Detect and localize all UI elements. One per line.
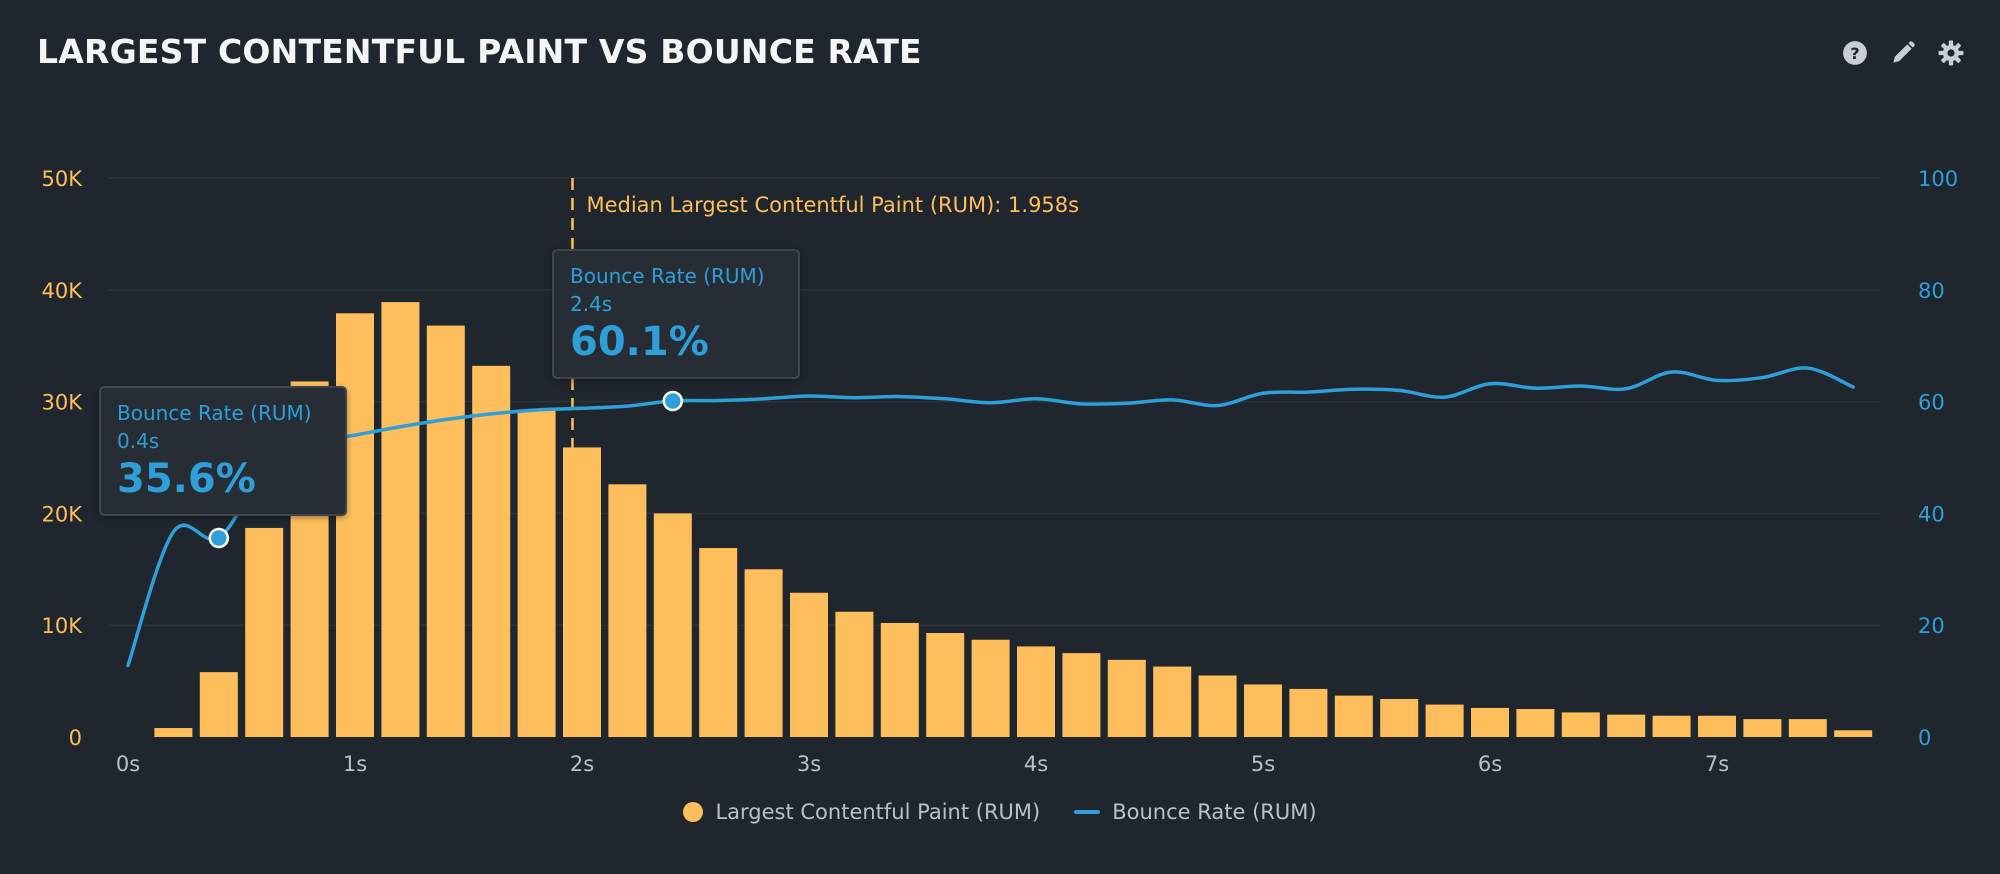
- axes: 0 0 10K 20 20K 40 30K 60 40K 80 50K 100 0s 1s 2s 3s 4s 5s…: [42, 167, 1959, 776]
- bar: [1834, 730, 1873, 737]
- y-right-tick-label: 100: [1918, 167, 1958, 191]
- tooltip-value: 35.6%: [117, 456, 256, 502]
- edit-icon[interactable]: [1890, 40, 1916, 66]
- svg-text:?: ?: [1850, 44, 1859, 63]
- bar: [926, 633, 965, 737]
- bar: [1516, 709, 1555, 737]
- bar: [1289, 688, 1328, 737]
- bar: [1380, 698, 1419, 737]
- bar: [1244, 684, 1282, 737]
- bar: [653, 513, 692, 737]
- legend-item-lcp[interactable]: Largest Contentful Paint (RUM): [683, 800, 1040, 824]
- x-tick-label: 7s: [1705, 752, 1729, 776]
- y-left-tick-label: 0: [69, 726, 82, 750]
- median-annotation: Median Largest Contentful Paint (RUM): 1…: [571, 178, 1079, 737]
- tooltip-bounce-0-4s: Bounce Rate (RUM) 0.4s 35.6%: [99, 386, 347, 516]
- tooltip-series-name: Bounce Rate (RUM): [570, 264, 765, 288]
- bar: [880, 622, 919, 737]
- bar: [154, 728, 193, 737]
- bar: [336, 313, 374, 737]
- bar: [1652, 715, 1691, 737]
- bar: [1743, 719, 1782, 737]
- hover-markers: [208, 390, 684, 549]
- bar: [699, 548, 738, 737]
- x-tick-label: 1s: [343, 752, 367, 776]
- bar: [1198, 675, 1237, 737]
- legend-dot-icon: [683, 802, 704, 822]
- bar: [563, 447, 601, 737]
- tooltip-x-value: 0.4s: [117, 429, 160, 453]
- x-tick-label: 3s: [797, 752, 821, 776]
- y-left-tick-label: 30K: [42, 391, 84, 415]
- x-tick-label: 6s: [1478, 752, 1502, 776]
- legend-line-icon: [1074, 810, 1101, 814]
- bar: [1607, 714, 1646, 737]
- line-bounce-rate: [126, 366, 1855, 668]
- y-right-tick-label: 40: [1918, 502, 1945, 526]
- legend-label: Largest Contentful Paint (RUM): [715, 800, 1041, 824]
- bar: [199, 672, 238, 737]
- bar: [608, 484, 647, 737]
- x-tick-label: 4s: [1024, 752, 1048, 776]
- bar: [381, 302, 420, 737]
- legend-label: Bounce Rate (RUM): [1112, 800, 1317, 824]
- tooltip-bounce-2-4s: Bounce Rate (RUM) 2.4s 60.1%: [552, 249, 800, 379]
- bar: [971, 639, 1010, 737]
- bar: [835, 611, 874, 737]
- bar: [1153, 666, 1192, 737]
- x-tick-label: 5s: [1251, 752, 1275, 776]
- help-icon[interactable]: ?: [1842, 40, 1868, 66]
- median-label: Median Largest Contentful Paint (RUM): 1…: [586, 193, 1079, 217]
- x-tick-label: 0s: [116, 752, 140, 776]
- y-right-tick-label: 20: [1918, 614, 1945, 638]
- x-tick-label: 2s: [570, 752, 594, 776]
- tooltip-value: 60.1%: [570, 319, 709, 365]
- y-right-tick-label: 80: [1918, 279, 1945, 303]
- chart-toolbar: ?: [1842, 40, 1964, 66]
- bounce-rate-line: [126, 366, 1855, 668]
- bar: [472, 365, 511, 737]
- y-right-tick-label: 0: [1918, 726, 1931, 750]
- bar: [744, 569, 783, 737]
- y-left-tick-label: 40K: [42, 279, 84, 303]
- bars-lcp: [154, 302, 1873, 737]
- bar: [517, 409, 556, 737]
- y-right-tick-label: 60: [1918, 391, 1945, 415]
- bar: [1561, 712, 1600, 737]
- bar: [1334, 695, 1373, 737]
- bar: [1788, 719, 1827, 737]
- y-left-tick-label: 10K: [42, 614, 84, 638]
- y-left-tick-label: 50K: [42, 167, 84, 191]
- bar: [1107, 659, 1146, 737]
- legend-item-bounce-rate[interactable]: Bounce Rate (RUM): [1074, 800, 1317, 824]
- bar: [1062, 653, 1101, 737]
- hover-point: [208, 527, 230, 549]
- bar: [1471, 707, 1509, 737]
- chart-title: LARGEST CONTENTFUL PAINT VS BOUNCE RATE: [37, 32, 922, 71]
- bar: [245, 527, 284, 737]
- y-left-tick-label: 20K: [42, 502, 84, 526]
- bar: [1425, 704, 1464, 737]
- tooltip-series-name: Bounce Rate (RUM): [117, 401, 312, 425]
- bar: [1017, 646, 1055, 737]
- bar: [426, 325, 465, 737]
- chart-legend: Largest Contentful Paint (RUM) Bounce Ra…: [0, 800, 2000, 824]
- bar: [790, 592, 828, 737]
- bar: [1698, 715, 1736, 737]
- tooltip-x-value: 2.4s: [570, 292, 613, 316]
- gear-icon[interactable]: [1938, 40, 1964, 66]
- hover-point: [662, 390, 684, 412]
